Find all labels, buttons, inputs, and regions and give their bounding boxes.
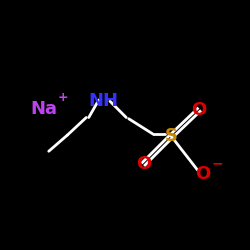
Text: S: S bbox=[165, 127, 178, 145]
Text: Na: Na bbox=[30, 100, 57, 118]
Text: −: − bbox=[212, 157, 223, 171]
Text: O: O bbox=[191, 101, 206, 119]
Text: NH: NH bbox=[89, 92, 119, 110]
Text: O: O bbox=[136, 155, 152, 173]
Text: O: O bbox=[195, 165, 210, 183]
Text: +: + bbox=[57, 91, 68, 104]
